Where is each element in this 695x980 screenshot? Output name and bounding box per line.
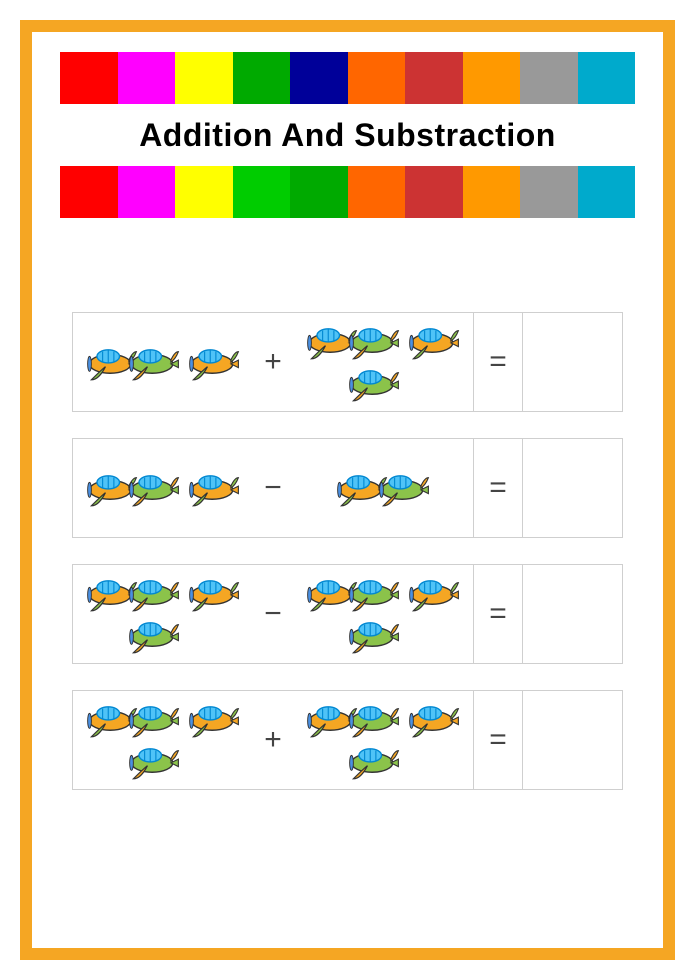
left-operand <box>73 439 253 537</box>
operator: + <box>253 691 293 789</box>
equals-sign: = <box>473 691 523 789</box>
color-swatch <box>578 166 636 218</box>
plane-group <box>301 571 465 657</box>
color-swatch <box>118 52 176 104</box>
airplane-icon <box>124 698 184 740</box>
airplane-icon <box>124 572 184 614</box>
color-swatch <box>60 166 118 218</box>
airplane-icon <box>124 614 184 656</box>
left-operand <box>73 313 253 411</box>
airplane-icon <box>344 572 404 614</box>
left-operand <box>73 691 253 789</box>
operator: − <box>253 439 293 537</box>
color-bar-top <box>60 52 635 104</box>
airplane-icon <box>404 320 464 362</box>
color-swatch <box>290 166 348 218</box>
equals-sign: = <box>473 565 523 663</box>
airplane-icon <box>124 467 184 509</box>
answer-box[interactable] <box>523 439 622 537</box>
color-swatch <box>463 166 521 218</box>
airplane-icon <box>184 572 244 614</box>
airplane-icon <box>374 467 434 509</box>
operator: + <box>253 313 293 411</box>
airplane-icon <box>344 362 404 404</box>
plane-group <box>301 319 465 405</box>
right-operand <box>293 691 473 789</box>
color-swatch <box>405 166 463 218</box>
right-operand <box>293 439 473 537</box>
equals-sign: = <box>473 313 523 411</box>
color-swatch <box>60 52 118 104</box>
airplane-icon <box>404 572 464 614</box>
answer-box[interactable] <box>523 691 622 789</box>
header: Addition And Substraction <box>60 52 635 222</box>
page-title: Addition And Substraction <box>80 104 615 166</box>
plane-group <box>81 319 245 405</box>
color-swatch <box>233 52 291 104</box>
airplane-icon <box>404 698 464 740</box>
color-bar-bottom <box>60 166 635 218</box>
problem-row: + = <box>72 312 623 412</box>
color-swatch <box>290 52 348 104</box>
color-swatch <box>405 52 463 104</box>
color-swatch <box>175 166 233 218</box>
color-swatch <box>520 52 578 104</box>
color-swatch <box>520 166 578 218</box>
color-swatch <box>348 52 406 104</box>
left-operand <box>73 565 253 663</box>
worksheet-frame: Addition And Substraction + <box>20 20 675 960</box>
color-swatch <box>118 166 176 218</box>
right-operand <box>293 565 473 663</box>
airplane-icon <box>124 740 184 782</box>
operator: − <box>253 565 293 663</box>
plane-group <box>81 445 245 531</box>
answer-box[interactable] <box>523 313 622 411</box>
problem-row: − = <box>72 564 623 664</box>
problem-row: − = <box>72 438 623 538</box>
plane-group <box>301 697 465 783</box>
airplane-icon <box>184 467 244 509</box>
airplane-icon <box>344 740 404 782</box>
airplane-icon <box>124 341 184 383</box>
right-operand <box>293 313 473 411</box>
color-swatch <box>348 166 406 218</box>
color-swatch <box>233 166 291 218</box>
airplane-icon <box>184 341 244 383</box>
plane-group <box>301 445 465 531</box>
plane-group <box>81 697 245 783</box>
color-swatch <box>463 52 521 104</box>
color-swatch <box>175 52 233 104</box>
airplane-icon <box>344 320 404 362</box>
plane-group <box>81 571 245 657</box>
problem-row: + = <box>72 690 623 790</box>
airplane-icon <box>344 698 404 740</box>
airplane-icon <box>184 698 244 740</box>
color-swatch <box>578 52 636 104</box>
equals-sign: = <box>473 439 523 537</box>
problems-list: + = <box>60 312 635 790</box>
answer-box[interactable] <box>523 565 622 663</box>
airplane-icon <box>344 614 404 656</box>
